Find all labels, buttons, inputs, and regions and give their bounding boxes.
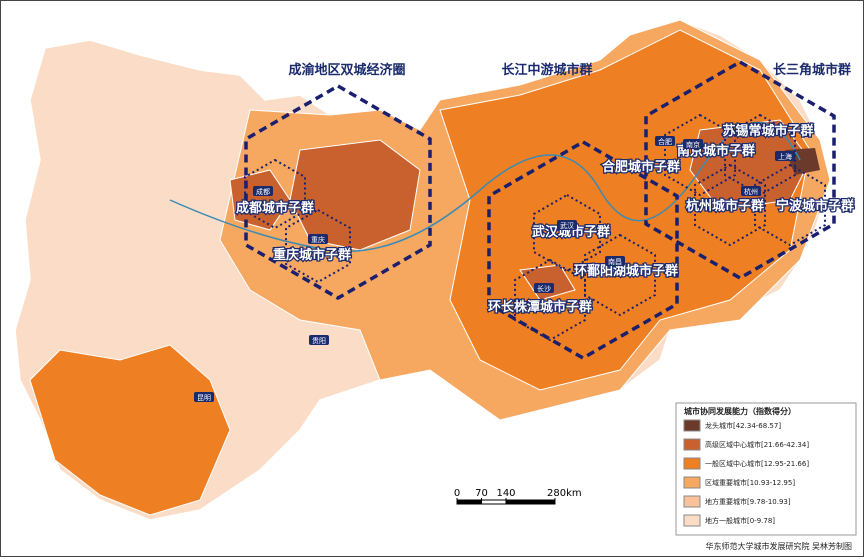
scale-segment (506, 500, 555, 504)
subcluster-label: 武汉城市子群 (532, 224, 610, 240)
city-label: 上海 (778, 152, 792, 161)
city-label: 贵阳 (312, 336, 326, 345)
cluster-hexagon (487, 139, 679, 361)
river (169, 121, 801, 252)
legend-items: 龙头城市[42.34-68.57] 高级区域中心城市[21.66-42.34] 一般… (683, 419, 809, 527)
legend-swatch (683, 419, 701, 432)
sub-hexagon (285, 208, 351, 284)
sub-hexagon (754, 163, 826, 247)
subcluster-label: 环鄱阳湖城市子群 (574, 263, 678, 279)
legend-label: 一般区域中心城市[12.95-21.66] (705, 459, 809, 468)
scale-bar: 0 70 140 280km (454, 488, 582, 505)
legend-box (675, 402, 857, 536)
subcluster-label: 环长株潭城市子群 (488, 299, 592, 315)
subcluster-label: 苏锡常城市子群 (722, 123, 813, 139)
cluster-hexagon (644, 59, 836, 281)
subcluster-label: 合肥城市子群 (602, 159, 680, 175)
scale-label: 140 (496, 488, 515, 499)
region-cs (519, 264, 576, 301)
legend-label: 地方一般城市[0-9.78] (705, 516, 775, 525)
cluster-label: 成渝地区双城经济圈 (288, 62, 405, 78)
legend-swatch (683, 514, 701, 527)
region-yunnan (29, 344, 231, 516)
city-label: 南昌 (608, 257, 622, 266)
legend-label: 区域重要城市[10.93-12.95] (705, 478, 795, 487)
sub-hexagon (244, 158, 306, 230)
sub-hexagon (533, 193, 601, 273)
subcluster-label: 杭州城市子群 (686, 198, 764, 214)
legend-swatch (683, 438, 701, 451)
city-label: 长沙 (537, 284, 551, 293)
city-label: 合肥 (658, 137, 672, 146)
legend-swatch (683, 495, 701, 508)
legend-swatch (683, 476, 701, 489)
legend-swatch (683, 457, 701, 470)
region-cq (289, 139, 421, 251)
cluster-label: 长江中游城市群 (501, 62, 592, 78)
subcluster-label: 宁波城市子群 (776, 198, 854, 214)
city-label: 昆明 (197, 394, 211, 402)
city-label: 成都 (256, 187, 270, 196)
sub-hexagon (584, 233, 656, 317)
scale-label: 280km (547, 488, 582, 499)
legend-label: 高级区域中心城市[21.66-42.34] (705, 440, 809, 449)
sub-hexagon (694, 163, 766, 247)
subcluster-label: 重庆城市子群 (273, 247, 351, 263)
legend-label: 龙头城市[42.34-68.57] (705, 421, 781, 430)
legend-label: 地方重要城市[9.78-10.93] (705, 497, 791, 506)
region-yrd (689, 119, 811, 211)
scale-segment (457, 500, 482, 504)
sub-hexagon (514, 258, 586, 342)
cluster-label: 长三角城市群 (773, 62, 851, 78)
city-label: 重庆 (311, 235, 325, 244)
scale-label: 0 (454, 488, 460, 499)
credit: 华东师范大学城市发展研究院 吴林芳制图 (705, 541, 852, 551)
city-label: 杭州 (744, 187, 758, 196)
city-label: 武汉 (560, 221, 574, 230)
scale-label: 70 (475, 488, 488, 499)
legend-title: 城市协同发展能力（指数得分） (684, 406, 796, 416)
region-east (439, 29, 811, 391)
city-badges (194, 136, 795, 402)
subcluster-label: 成都城市子群 (236, 200, 314, 216)
city-label: 南京 (686, 140, 700, 149)
cluster-hexagon (244, 83, 432, 301)
sub-hexagon (664, 113, 736, 197)
